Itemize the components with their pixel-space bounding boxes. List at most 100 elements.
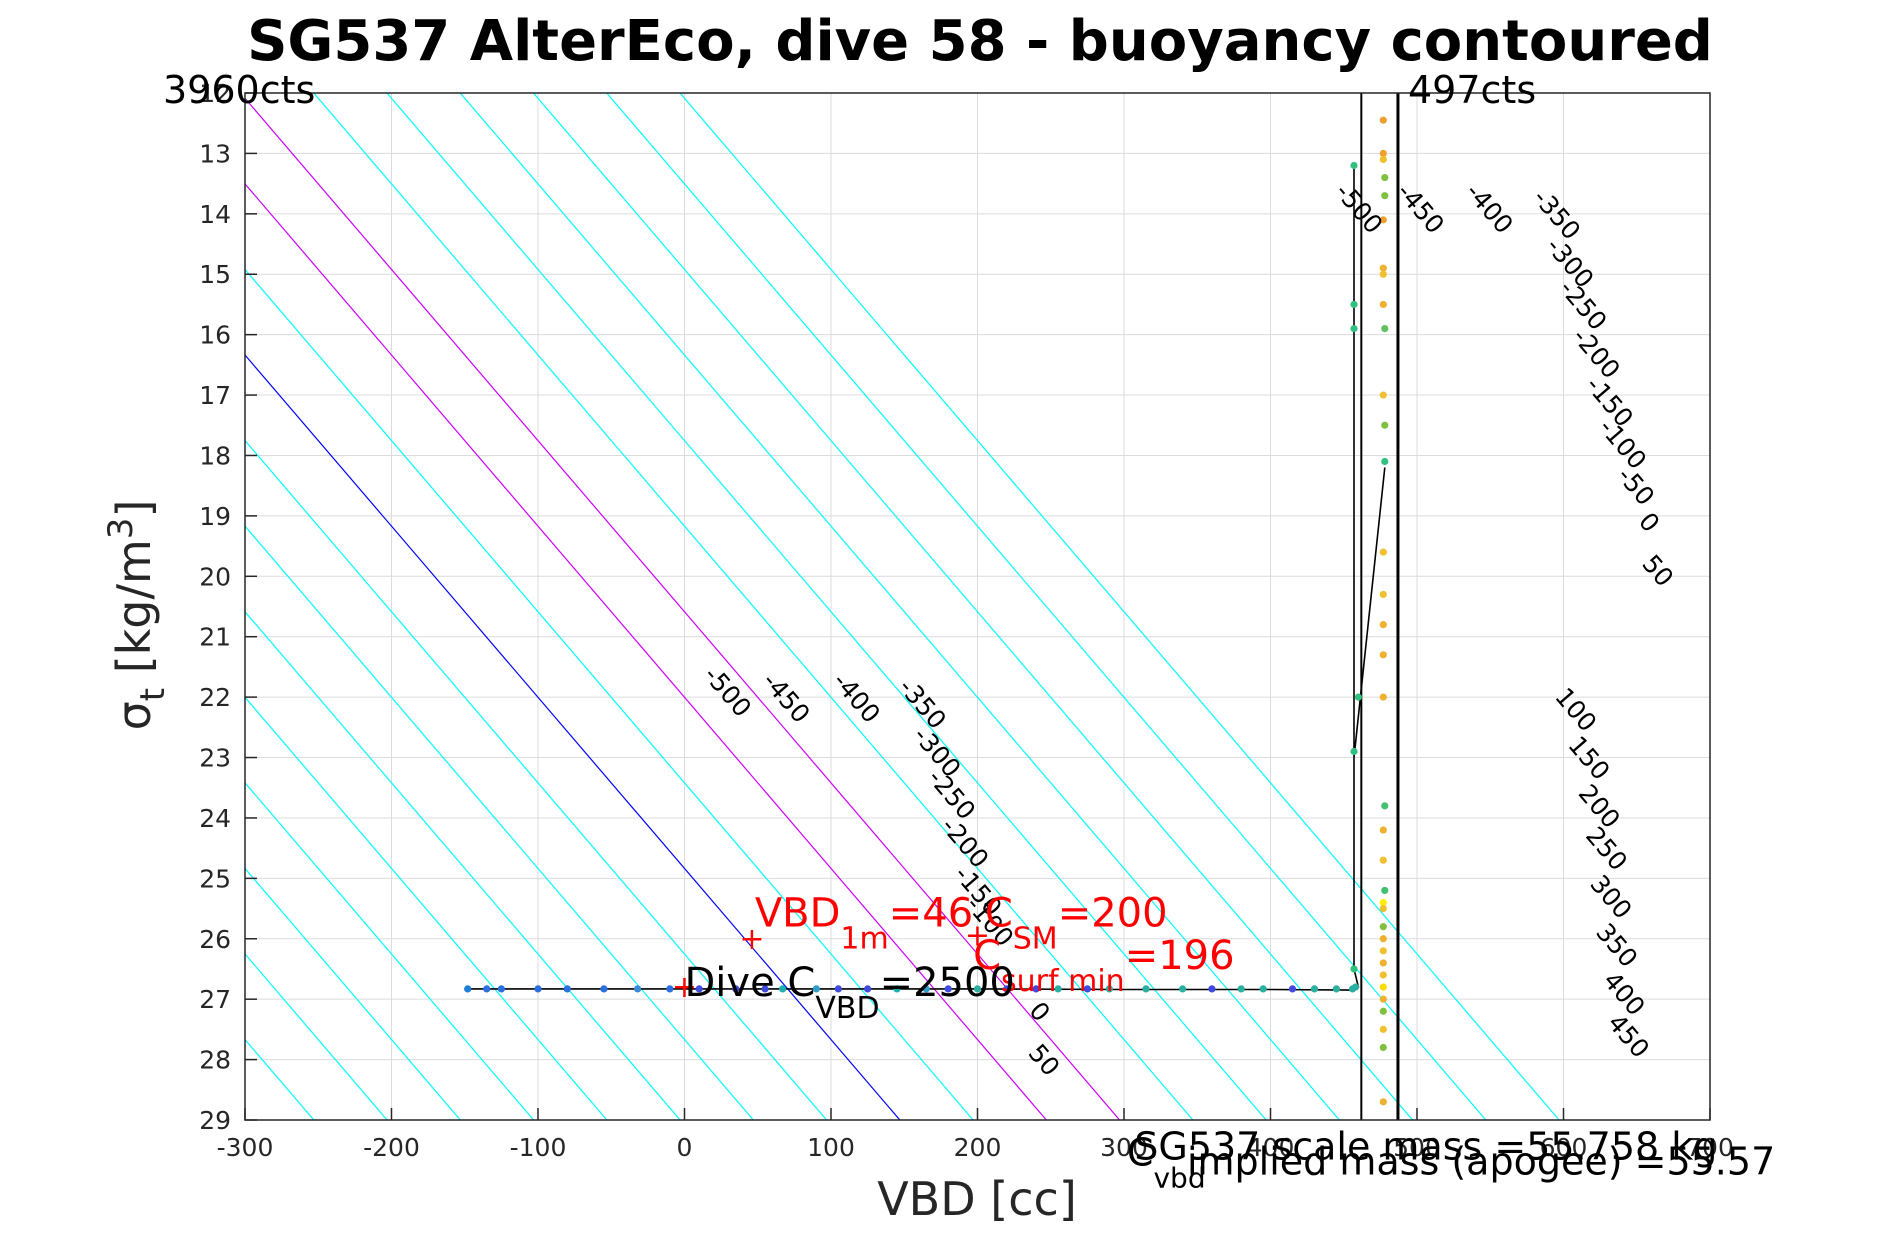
data-point: [1379, 983, 1387, 991]
contour-line: [245, 354, 901, 1120]
y-tick-label: 25: [199, 864, 231, 893]
data-point: [666, 985, 674, 993]
data-point: [1381, 173, 1389, 182]
contour-line: [245, 268, 974, 1120]
data-point: [973, 985, 982, 993]
y-tick-label: 19: [199, 502, 231, 531]
data-point: [834, 985, 842, 993]
data-point: [1351, 983, 1360, 991]
y-tick-label: 16: [199, 321, 231, 350]
y-tick-label: 15: [199, 260, 231, 289]
data-point: [1379, 621, 1387, 629]
data-point: [1379, 1007, 1387, 1015]
data-point: [1379, 971, 1387, 979]
contour-line: [245, 525, 754, 1120]
data-series: [464, 116, 1389, 1106]
data-point: [1179, 985, 1187, 993]
data-point: [1379, 1025, 1387, 1033]
data-point: [1332, 985, 1341, 993]
x-tick-label: 300: [1100, 1133, 1148, 1162]
x-tick-label: 500: [1393, 1133, 1441, 1162]
contour-lines: [245, 93, 1560, 1120]
x-tick-label: 200: [954, 1133, 1002, 1162]
data-point: [1350, 300, 1358, 309]
data-point: [1379, 856, 1387, 864]
data-point: [1379, 898, 1387, 907]
y-tick-label: 24: [199, 804, 231, 833]
y-tick-label: 22: [199, 683, 231, 712]
data-point: [695, 985, 703, 993]
contour-label: -500: [698, 661, 757, 723]
data-point: [1105, 985, 1113, 993]
y-tick-label: 29: [199, 1106, 231, 1135]
data-point: [1354, 693, 1362, 701]
data-point: [944, 985, 952, 993]
data-point: [761, 985, 769, 993]
contour-label: 350: [1590, 918, 1643, 973]
data-point: [464, 985, 472, 993]
x-tick-label: 700: [1686, 1133, 1734, 1162]
contour-line: [245, 781, 535, 1120]
contour-label: 50: [1636, 549, 1679, 592]
y-axis-label: σt [kg/m3]: [101, 500, 173, 731]
contour-label: -350: [893, 673, 952, 735]
contour-line: [245, 696, 608, 1120]
c-sm-annotation: CSM=200: [985, 891, 1168, 957]
data-point: [483, 985, 491, 993]
contour-label: 50: [1023, 1039, 1066, 1082]
scale-mass-label: SG537 scale mass =55.758 kg: [1134, 1124, 1717, 1168]
data-point: [1381, 325, 1389, 333]
chart-title: SG537 AlterEco, dive 58 - buoyancy conto…: [247, 9, 1713, 74]
data-point: [893, 985, 901, 993]
data-point: [1381, 886, 1389, 895]
data-point: [1379, 1043, 1387, 1052]
c-vbd-label: Cvbd: [1127, 1130, 1206, 1194]
data-point: [1379, 1098, 1387, 1106]
data-point: [1350, 161, 1358, 170]
contour-line: [313, 93, 1194, 1120]
contour-line: [459, 93, 1340, 1120]
data-point: [1259, 985, 1267, 993]
contour-label: -400: [1460, 177, 1519, 239]
corner-label-right: 497cts: [1408, 68, 1536, 112]
axis-ticks: -300 -200 -100 0 100 200 300 400 500 600 700121314…: [199, 79, 1734, 1162]
data-point: [1379, 391, 1387, 399]
x-tick-label: 0: [677, 1133, 693, 1162]
contour-label: -500: [1330, 177, 1389, 239]
data-point: [1310, 985, 1319, 993]
contour-label: 150: [1562, 730, 1615, 785]
x-tick-label: 100: [807, 1133, 855, 1162]
contour-line: [679, 93, 1560, 1120]
y-tick-label: 18: [199, 441, 231, 470]
data-point: [497, 985, 505, 993]
data-point: [1003, 985, 1011, 993]
data-point: [1379, 264, 1387, 272]
data-point: [1379, 270, 1387, 278]
data-point: [864, 985, 872, 993]
y-tick-label: 12: [199, 79, 231, 108]
data-point: [1350, 325, 1358, 333]
y-tick-label: 13: [199, 139, 231, 168]
svg-text:σt [kg/m3]: σt [kg/m3]: [101, 500, 173, 731]
data-point: [563, 985, 571, 993]
y-tick-label: 20: [199, 562, 231, 591]
contour-label: 100: [1549, 682, 1602, 737]
contour-label: 0: [1633, 507, 1665, 538]
data-point: [1379, 300, 1387, 309]
data-point: [1379, 216, 1387, 224]
contour-label: -100: [1593, 413, 1652, 475]
data-point: [1379, 651, 1387, 659]
y-tick-label: 23: [199, 744, 231, 773]
data-point: [600, 985, 608, 993]
y-tick-label: 26: [199, 925, 231, 954]
data-point: [1379, 116, 1387, 124]
contour-line: [606, 93, 1487, 1120]
data-point: [634, 985, 642, 993]
dive-c-vbd-annotation: Dive CVBD=2500: [685, 960, 1015, 1026]
data-point: [1032, 985, 1040, 993]
contour-label: -50: [1612, 461, 1661, 511]
data-point: [1379, 826, 1387, 834]
data-point: [1208, 985, 1216, 993]
data-point: [1237, 985, 1245, 993]
